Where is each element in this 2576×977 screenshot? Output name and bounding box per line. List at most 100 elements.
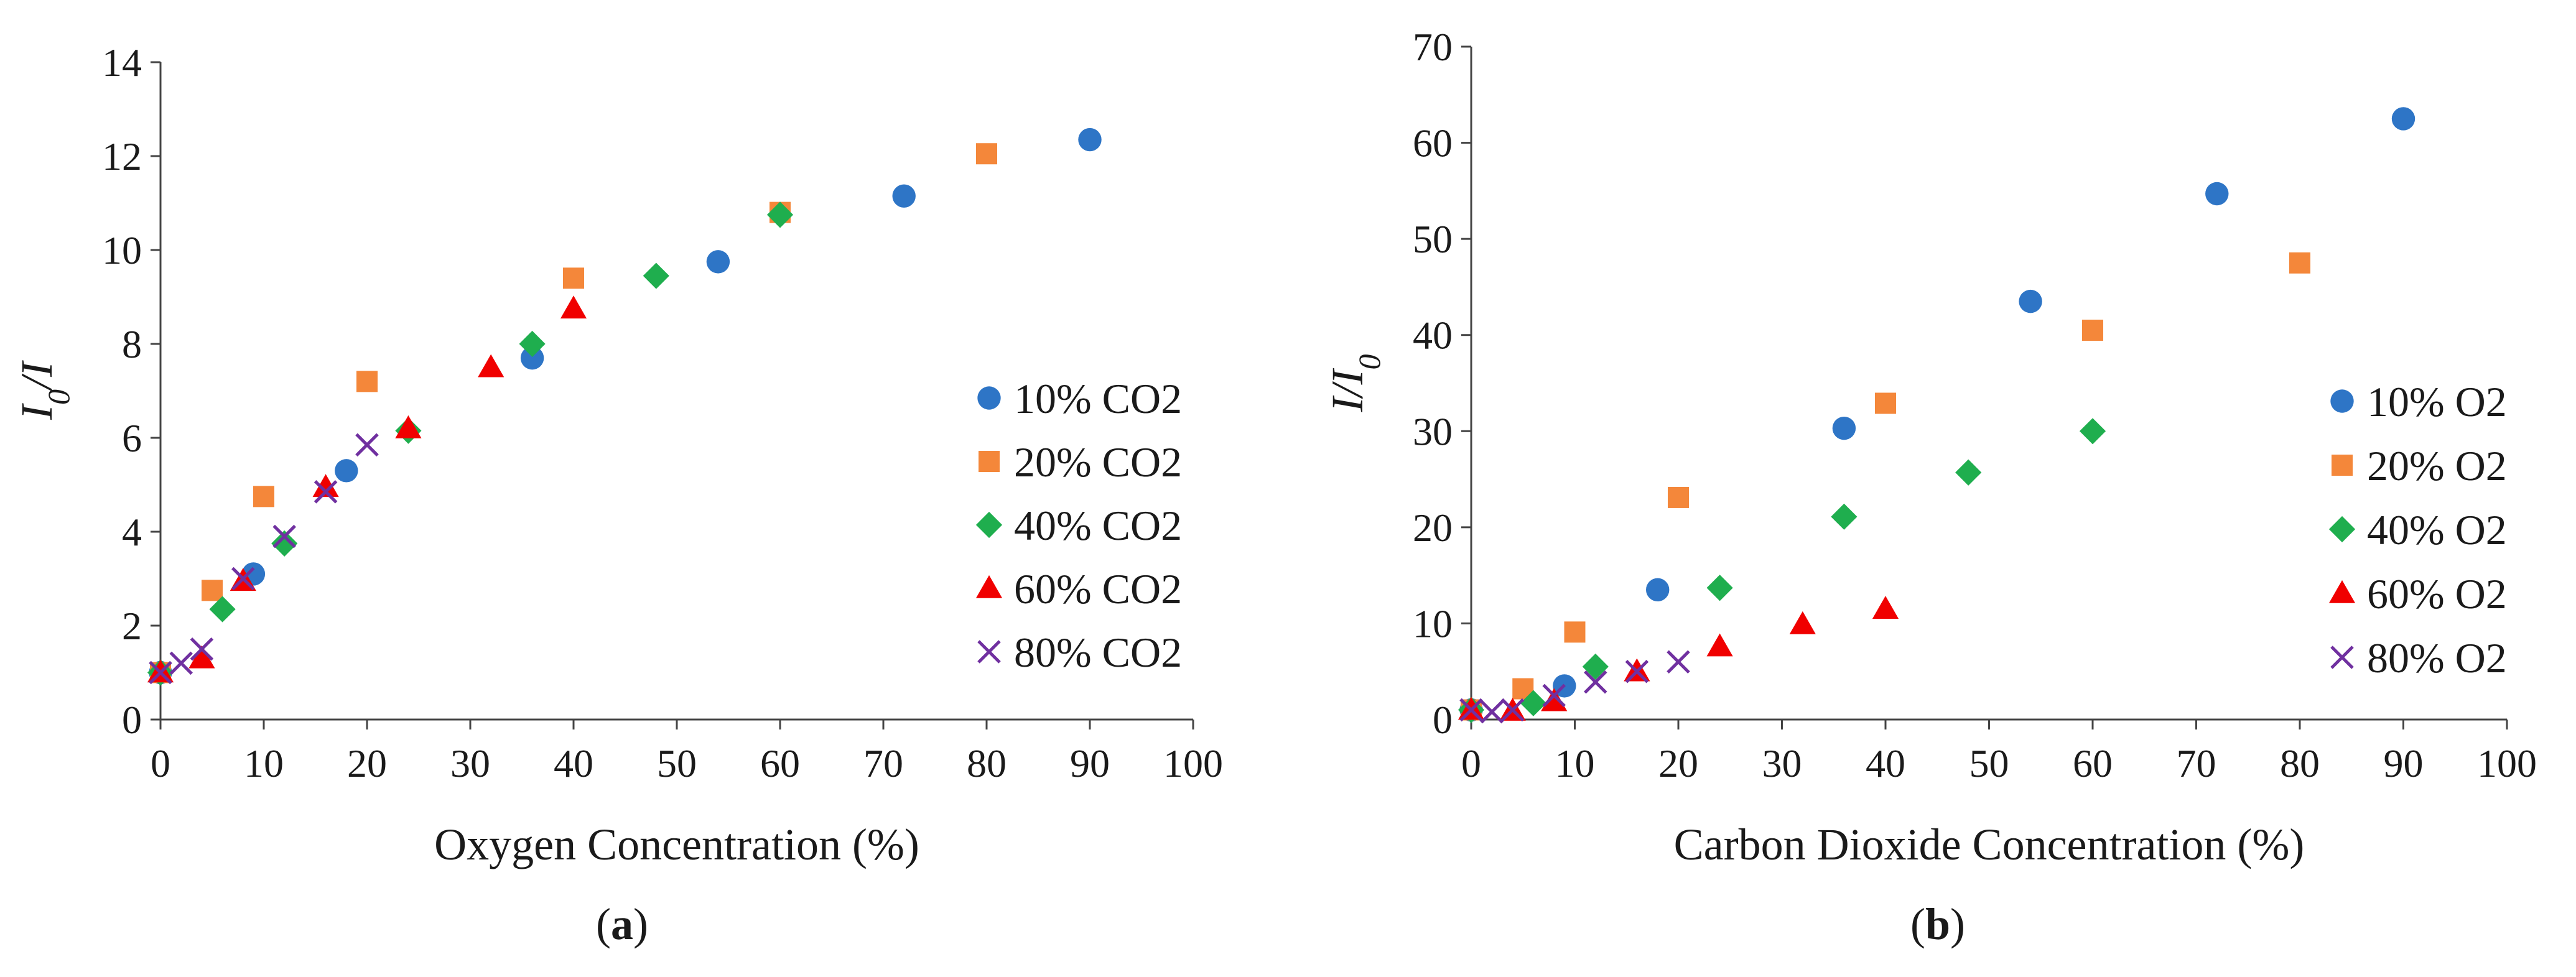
x-tick-label-b: 20 [1658, 741, 1698, 785]
y-tick-label-b: 0 [1433, 698, 1453, 742]
data-point-b-series-3 [2079, 418, 2106, 445]
data-point-a-series-5 [314, 480, 338, 504]
data-point-b-series-4 [1706, 633, 1733, 657]
data-point-a-series-2 [563, 267, 584, 289]
data-point-b-series-1 [1646, 578, 1670, 602]
data-point-b-series-3 [1955, 459, 1982, 486]
x-axis-title-a: Oxygen Concentration (%) [434, 820, 919, 869]
legend-label-a-series-1: 10% CO2 [1014, 375, 1182, 422]
data-point-a-series-3 [519, 330, 546, 358]
legend-marker-a-series-5-stroke-2 [977, 640, 1001, 664]
data-point-a-series-3 [766, 201, 794, 228]
legend-label-b-series-3: 40% O2 [2367, 506, 2507, 553]
data-point-b-series-1 [2205, 182, 2229, 206]
data-point-b-series-5-stroke-2 [1500, 698, 1525, 722]
panel-label-letter-b: b [1925, 899, 1950, 949]
y-tick-label-a: 14 [102, 40, 142, 85]
x-tick-label-b: 100 [2477, 741, 2537, 785]
data-point-a-series-4 [395, 415, 422, 438]
legend-label-a-series-5: 80% CO2 [1014, 629, 1182, 676]
data-point-a-series-5-stroke-2 [272, 524, 296, 549]
data-point-a-series-4 [478, 354, 505, 377]
panel-label-close-paren-b: ) [1950, 899, 1965, 949]
legend-marker-a-series-1 [977, 386, 1001, 410]
y-axis-title-subscript-b: 0 [1352, 354, 1387, 370]
data-point-b-series-5-stroke-2 [1625, 659, 1649, 683]
data-point-a-series-5-stroke-2 [169, 651, 193, 675]
data-point-b-series-2 [1875, 392, 1896, 414]
data-point-b-series-1 [1832, 416, 1856, 440]
x-tick-label-b: 90 [2384, 741, 2424, 785]
legend-marker-a-series-2 [979, 451, 1000, 472]
data-point-b-series-4 [1872, 596, 1899, 619]
y-tick-label-a: 2 [122, 604, 142, 648]
data-point-a-series-5 [149, 660, 172, 685]
data-point-b-series-5 [1500, 698, 1525, 722]
panel-label-b: (b) [1910, 899, 1965, 949]
legend-marker-a-series-4 [975, 575, 1003, 598]
legend-marker-b-series-1 [2330, 389, 2354, 413]
y-tick-label-a: 8 [122, 322, 142, 366]
data-point-b-series-1 [2019, 289, 2042, 313]
data-point-a-series-1 [1078, 127, 1102, 152]
data-point-a-series-4 [560, 295, 587, 319]
data-point-b-series-2 [1668, 486, 1689, 508]
data-point-a-series-5-stroke-2 [314, 480, 338, 504]
data-point-b-series-5 [1584, 670, 1607, 694]
data-point-b-series-5 [1542, 683, 1566, 708]
y-tick-label-a: 10 [102, 228, 142, 272]
legend-label-b-series-5: 80% O2 [2367, 634, 2507, 682]
panel-label-letter-a: a [611, 899, 633, 949]
data-point-a-series-5-stroke-2 [231, 567, 255, 591]
y-axis-title-a: I0/I [12, 360, 76, 420]
y-axis-title-part-b: I/I [1323, 368, 1372, 413]
data-point-a-series-2 [202, 580, 223, 601]
y-axis-title-b: I/I0 [1323, 354, 1387, 413]
panel-a-chart: 0 2 4 6 8 10 12 14 0 10 20 30 40 50 60 70 80 90 100 Oxygen … [12, 40, 1223, 949]
data-point-b-series-5-stroke-2 [1584, 670, 1607, 694]
data-point-b-series-5-stroke-2 [1667, 650, 1690, 674]
x-tick-label-a: 10 [244, 741, 284, 785]
data-point-a-series-5 [231, 567, 255, 591]
data-point-a-series-4 [312, 474, 339, 498]
legend-marker-b-series-5 [2330, 646, 2354, 669]
data-point-a-series-3 [209, 596, 236, 623]
data-point-a-series-5 [169, 651, 193, 675]
x-tick-label-b: 60 [2073, 741, 2113, 785]
x-tick-label-b: 10 [1555, 741, 1595, 785]
data-point-b-series-5 [1667, 650, 1690, 674]
y-tick-label-b: 10 [1413, 601, 1453, 646]
data-point-a-series-5-stroke-2 [355, 433, 379, 457]
x-tick-label-a: 60 [760, 741, 800, 785]
data-point-b-series-3 [1520, 690, 1546, 716]
data-point-a-series-1 [520, 346, 544, 370]
data-point-b-series-5-stroke-2 [1542, 683, 1566, 708]
panel-label-close-paren-a: ) [633, 899, 648, 949]
data-point-b-series-5 [1459, 698, 1483, 722]
data-point-a-series-3 [643, 262, 669, 289]
x-axis-title-b: Carbon Dioxide Concentration (%) [1674, 820, 2305, 869]
y-tick-label-b: 20 [1413, 506, 1453, 550]
y-tick-label-b: 30 [1413, 409, 1453, 453]
x-tick-label-a: 90 [1070, 741, 1110, 785]
data-point-a-series-5 [190, 637, 214, 661]
x-tick-label-b: 40 [1866, 741, 1905, 785]
x-tick-label-b: 50 [1969, 741, 2009, 785]
y-tick-label-b: 60 [1413, 121, 1453, 165]
legend-marker-a-series-3 [975, 511, 1003, 539]
data-point-a-series-1 [335, 459, 358, 483]
data-point-a-series-2 [253, 486, 274, 507]
data-point-b-series-3 [1831, 503, 1858, 530]
data-point-b-series-4 [1789, 611, 1816, 634]
data-point-a-series-5 [355, 433, 379, 457]
legend-label-a-series-2: 20% CO2 [1014, 438, 1182, 486]
y-tick-label-a: 6 [122, 416, 142, 460]
data-point-b-series-2 [2289, 252, 2310, 274]
panel-label-a: (a) [596, 899, 648, 949]
data-point-b-series-2 [1564, 621, 1586, 643]
panel-label-open-paren-b: ( [1910, 899, 1925, 949]
data-point-a-series-5-stroke-2 [149, 660, 172, 685]
y-tick-label-a: 4 [122, 510, 142, 554]
